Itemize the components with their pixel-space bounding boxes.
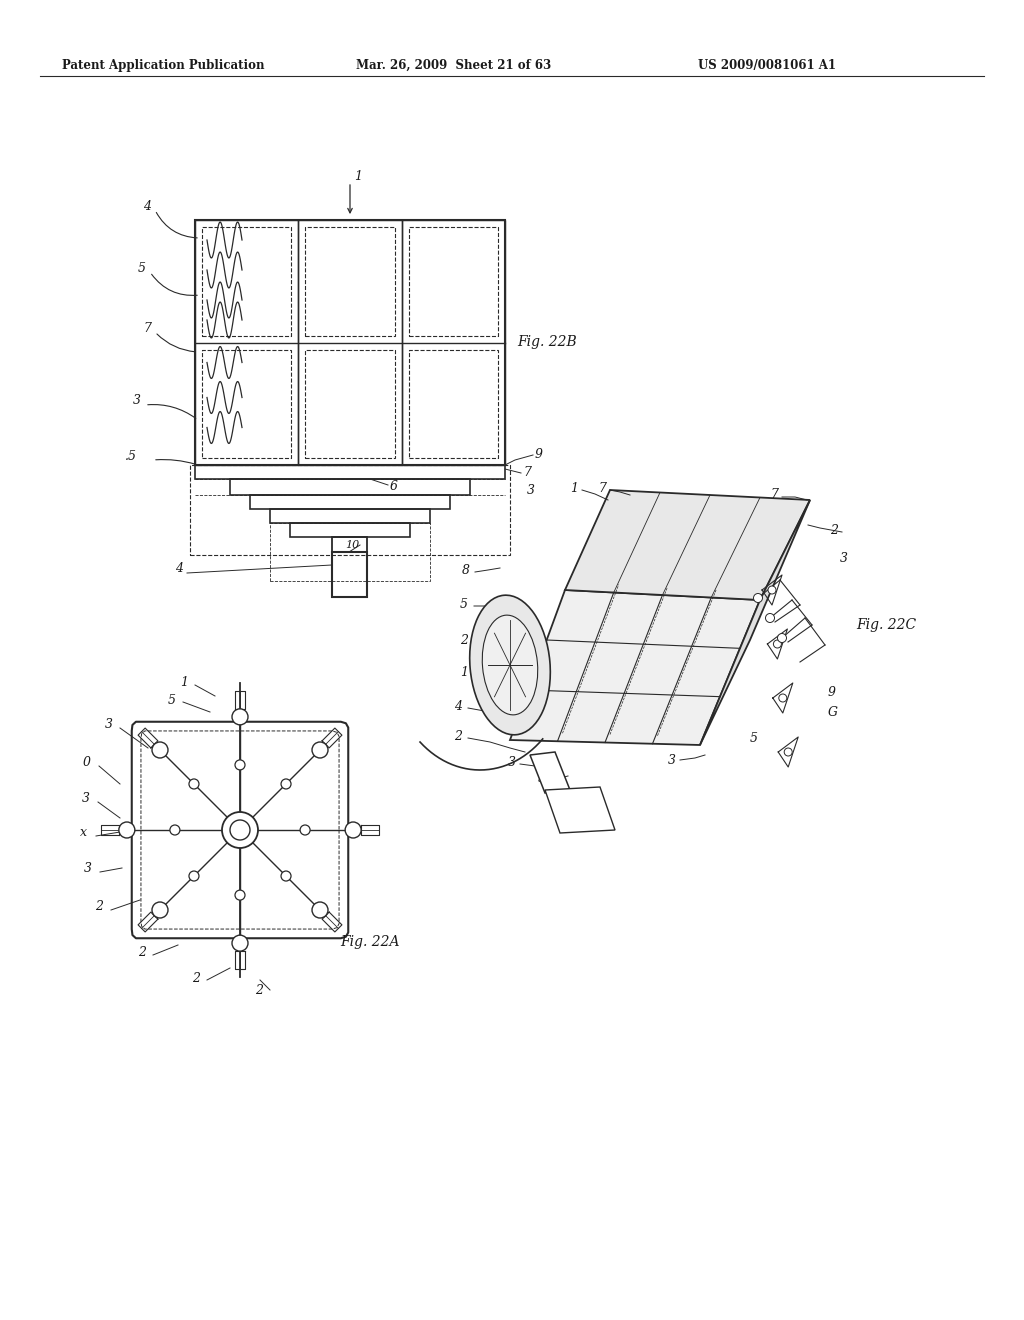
- Text: 4: 4: [175, 562, 183, 576]
- Circle shape: [768, 586, 776, 594]
- Circle shape: [777, 634, 786, 643]
- Text: 5: 5: [460, 598, 468, 610]
- Text: 6: 6: [390, 480, 398, 494]
- Bar: [409, 350, 498, 458]
- Bar: [195, 220, 505, 465]
- Text: Mar. 26, 2009  Sheet 21 of 63: Mar. 26, 2009 Sheet 21 of 63: [356, 58, 551, 71]
- Circle shape: [300, 825, 310, 836]
- Circle shape: [281, 871, 291, 880]
- Bar: [305, 227, 394, 335]
- Text: 9: 9: [535, 449, 543, 462]
- Bar: [195, 220, 298, 465]
- Circle shape: [312, 742, 328, 758]
- Text: 3: 3: [105, 718, 113, 730]
- Circle shape: [754, 594, 763, 602]
- Text: 1: 1: [180, 676, 188, 689]
- Text: G: G: [828, 705, 838, 718]
- Bar: [202, 227, 292, 335]
- Text: 3: 3: [840, 552, 848, 565]
- Text: 2: 2: [830, 524, 838, 536]
- Polygon shape: [700, 500, 810, 744]
- Circle shape: [234, 760, 245, 770]
- Text: x: x: [80, 825, 87, 838]
- Text: 2: 2: [193, 972, 200, 985]
- Text: 2: 2: [460, 634, 468, 647]
- Bar: [332, 537, 367, 552]
- Text: 7: 7: [143, 322, 151, 334]
- Text: 1: 1: [354, 170, 362, 183]
- Ellipse shape: [470, 595, 550, 735]
- Bar: [298, 220, 401, 465]
- Circle shape: [119, 822, 135, 838]
- Text: 2: 2: [138, 946, 146, 960]
- Text: 5: 5: [168, 693, 176, 706]
- Text: Fig. 22A: Fig. 22A: [340, 935, 399, 949]
- Text: 7: 7: [770, 488, 778, 502]
- Text: 3: 3: [508, 755, 516, 768]
- Text: 1: 1: [570, 482, 578, 495]
- Text: 2: 2: [454, 730, 462, 742]
- Text: 3: 3: [527, 483, 535, 496]
- Bar: [190, 465, 510, 554]
- Text: 3: 3: [84, 862, 92, 874]
- Circle shape: [230, 820, 250, 840]
- Circle shape: [189, 871, 199, 880]
- Text: Fig. 22B: Fig. 22B: [517, 335, 577, 348]
- Text: 7: 7: [598, 482, 606, 495]
- Circle shape: [232, 709, 248, 725]
- Text: .5: .5: [125, 450, 137, 463]
- Circle shape: [779, 694, 786, 702]
- Bar: [305, 350, 394, 458]
- Text: 4: 4: [454, 700, 462, 713]
- Circle shape: [281, 779, 291, 789]
- Circle shape: [312, 902, 328, 917]
- Bar: [250, 495, 450, 510]
- Text: 10: 10: [345, 540, 359, 550]
- Text: 1: 1: [460, 665, 468, 678]
- Bar: [401, 220, 505, 465]
- Ellipse shape: [482, 615, 538, 715]
- Text: 2: 2: [95, 899, 103, 912]
- Bar: [270, 523, 430, 581]
- Text: 4: 4: [143, 201, 151, 214]
- Text: Patent Application Publication: Patent Application Publication: [62, 58, 264, 71]
- Polygon shape: [565, 490, 810, 601]
- Text: 0: 0: [83, 755, 91, 768]
- Polygon shape: [530, 752, 570, 793]
- Bar: [230, 479, 470, 495]
- Circle shape: [784, 748, 793, 756]
- Circle shape: [766, 614, 774, 623]
- Circle shape: [232, 935, 248, 952]
- Text: 2: 2: [255, 983, 263, 997]
- Circle shape: [152, 902, 168, 917]
- Circle shape: [773, 640, 781, 648]
- Text: 3: 3: [133, 393, 141, 407]
- Text: 8: 8: [462, 564, 470, 577]
- Polygon shape: [545, 787, 615, 833]
- Text: 5: 5: [750, 731, 758, 744]
- Bar: [332, 552, 367, 597]
- Text: 5: 5: [138, 261, 146, 275]
- Text: US 2009/0081061 A1: US 2009/0081061 A1: [698, 58, 836, 71]
- Bar: [409, 227, 498, 335]
- Bar: [195, 465, 505, 479]
- Polygon shape: [510, 590, 760, 744]
- Text: Fig. 22C: Fig. 22C: [856, 618, 916, 632]
- Text: 9: 9: [828, 685, 836, 698]
- Bar: [202, 350, 292, 458]
- Circle shape: [222, 812, 258, 847]
- Circle shape: [345, 822, 361, 838]
- Text: 7: 7: [523, 466, 531, 479]
- Circle shape: [152, 742, 168, 758]
- Text: 3: 3: [82, 792, 90, 804]
- Circle shape: [234, 890, 245, 900]
- Circle shape: [170, 825, 180, 836]
- Bar: [290, 523, 410, 537]
- Text: 5: 5: [538, 771, 546, 784]
- Bar: [270, 510, 430, 523]
- Circle shape: [189, 779, 199, 789]
- Text: 3: 3: [668, 754, 676, 767]
